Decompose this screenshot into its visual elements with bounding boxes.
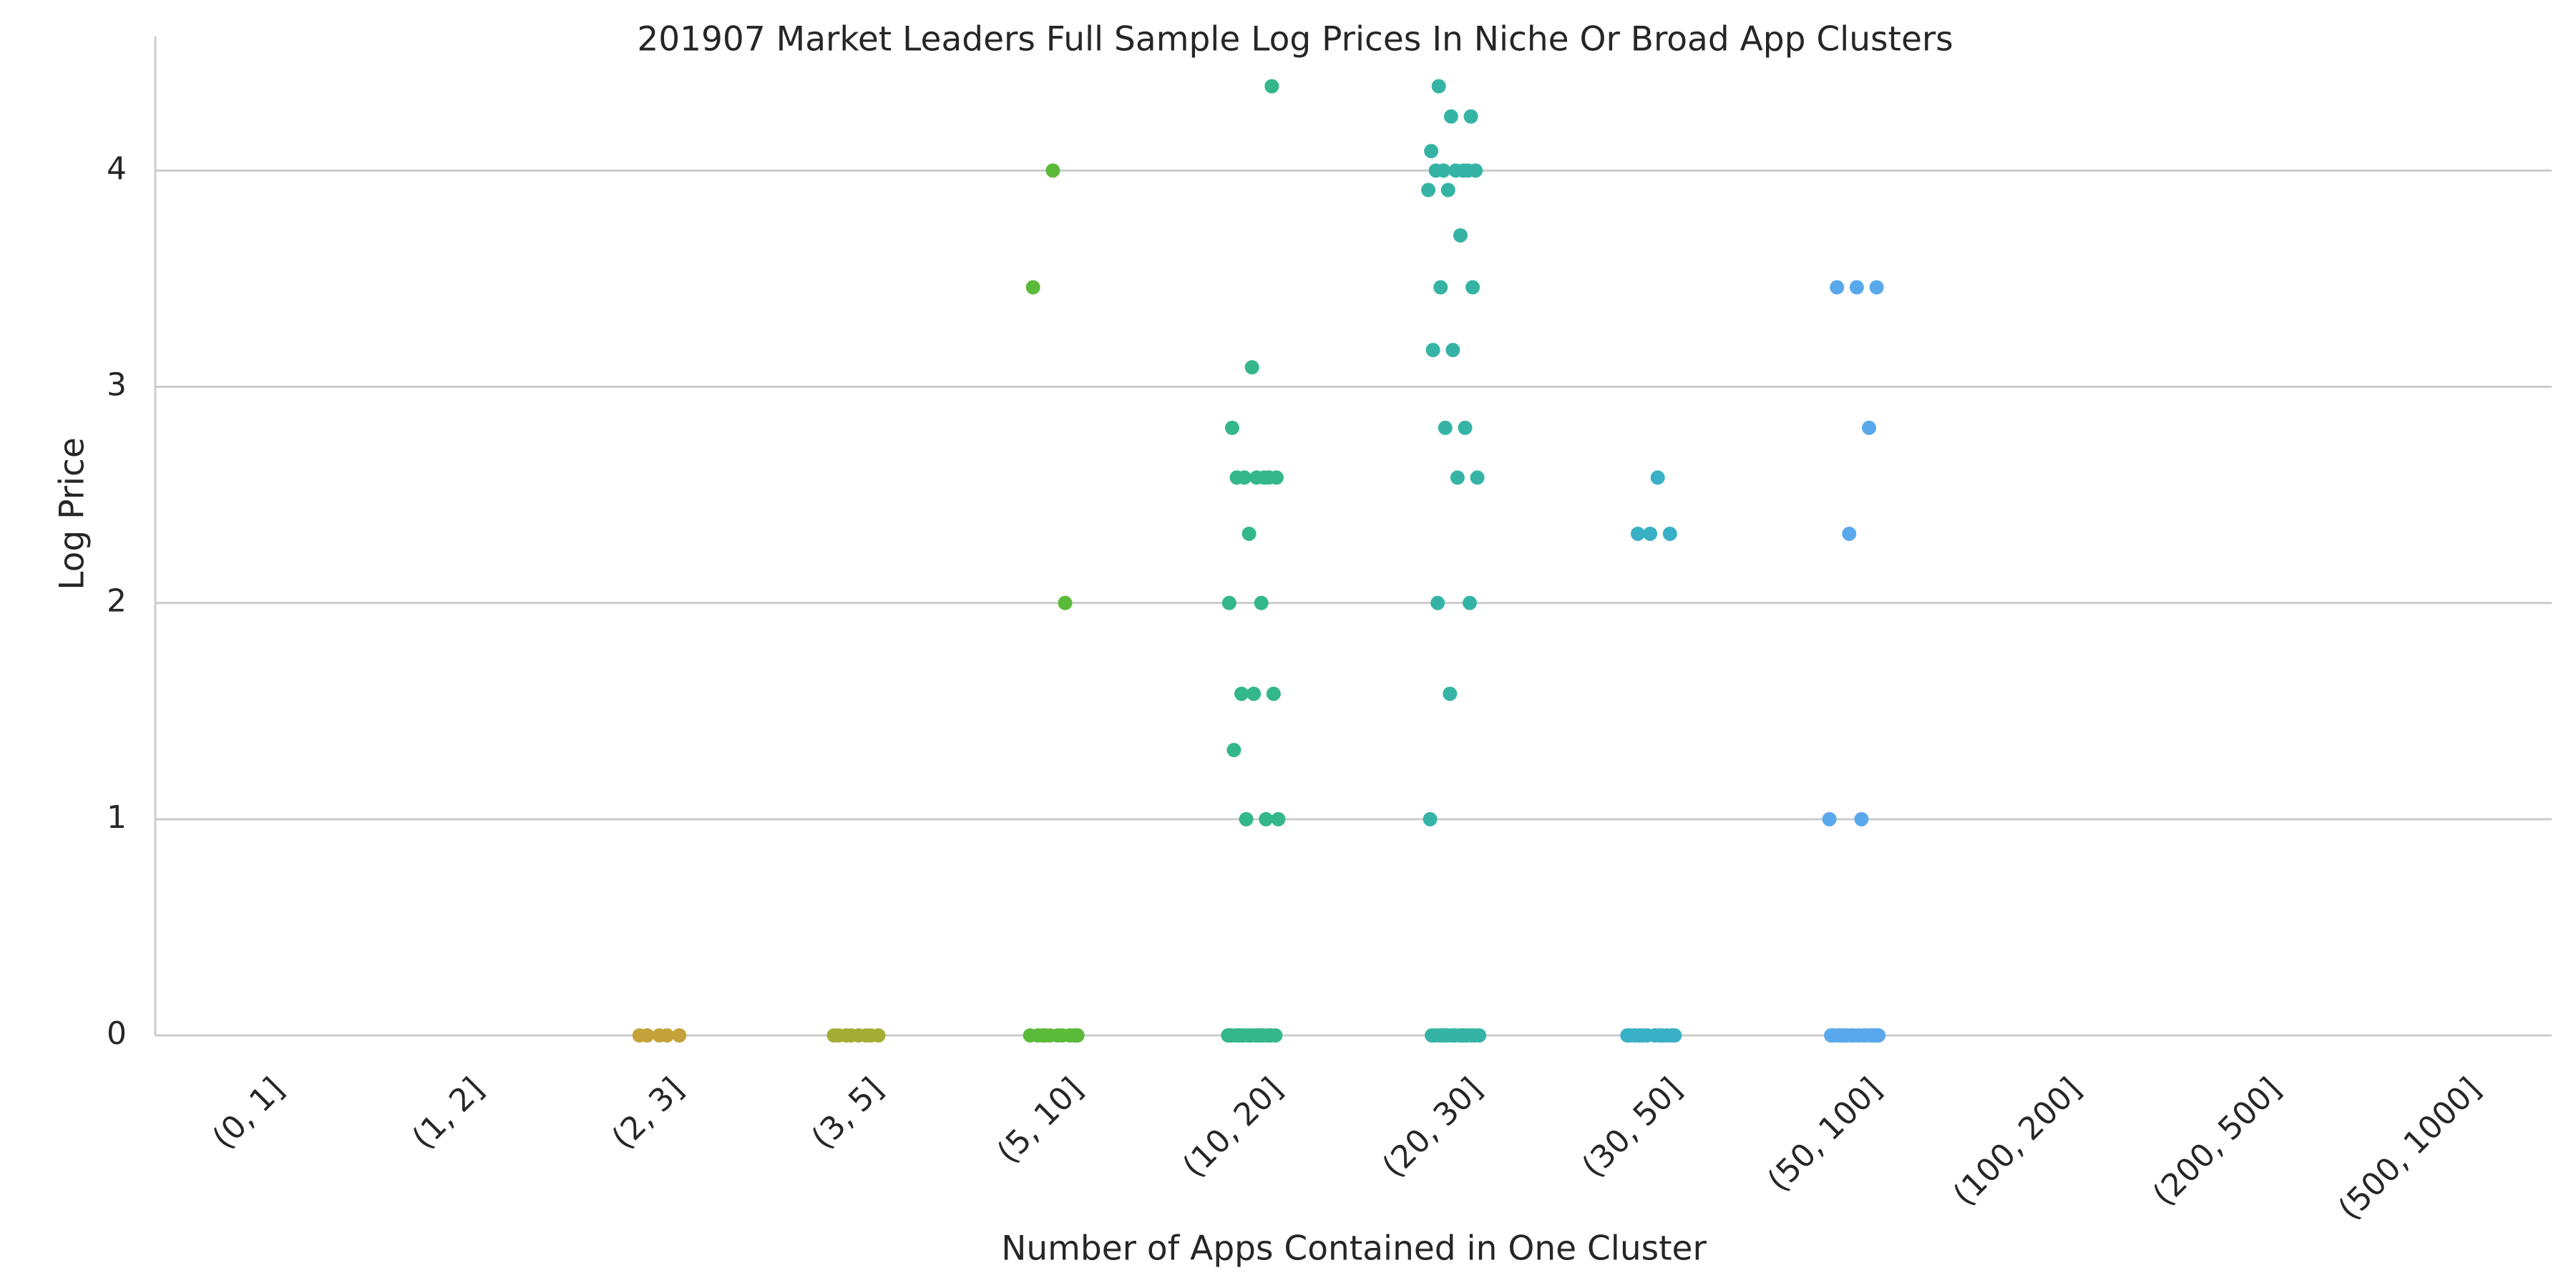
data-point [1456, 1028, 1471, 1043]
data-point [1443, 109, 1458, 124]
data-point [1849, 280, 1864, 295]
data-point [1445, 343, 1460, 358]
data-point [1421, 182, 1436, 197]
data-point [1643, 526, 1658, 541]
data-point [1262, 470, 1277, 485]
data-point [1440, 182, 1455, 197]
data-point [1035, 1028, 1050, 1043]
data-point [1244, 360, 1259, 375]
data-point [1424, 144, 1439, 159]
y-tick-label: 4 [107, 150, 127, 187]
data-point [1438, 420, 1453, 435]
data-point [1023, 1028, 1038, 1043]
data-point [1450, 470, 1465, 485]
data-point [1854, 811, 1869, 826]
data-point [1241, 526, 1257, 541]
data-point [1465, 280, 1480, 295]
data-point [1453, 228, 1468, 243]
data-point [1868, 1028, 1883, 1043]
data-point [1650, 470, 1665, 485]
x-tick-label: (100, 200] [1946, 1070, 2089, 1213]
data-point [1463, 109, 1478, 124]
data-point [863, 1028, 878, 1043]
y-tick-label: 2 [107, 583, 127, 620]
data-point [1448, 163, 1463, 178]
data-point [652, 1028, 667, 1043]
y-tick-label: 0 [107, 1015, 127, 1052]
data-point [1620, 1028, 1635, 1043]
data-point [1271, 811, 1286, 826]
data-point [1226, 743, 1241, 758]
data-point [1463, 595, 1478, 610]
data-point [632, 1028, 647, 1043]
data-point [1428, 163, 1443, 178]
data-point [1437, 1028, 1452, 1043]
data-point [1824, 1028, 1839, 1043]
data-point [1433, 280, 1448, 295]
data-point [1652, 1028, 1667, 1043]
data-point [1425, 1028, 1440, 1043]
data-point [1058, 595, 1073, 610]
y-tick-label: 3 [107, 367, 127, 404]
data-point [1630, 526, 1645, 541]
data-point [1229, 470, 1244, 485]
y-tick-label: 1 [107, 799, 127, 836]
data-point [1662, 526, 1677, 541]
x-tick-label: (5, 10] [990, 1070, 1091, 1171]
y-axis-label: Log Price [53, 437, 92, 590]
data-point [1430, 595, 1445, 610]
data-point [1246, 686, 1262, 701]
data-point [844, 1028, 859, 1043]
data-point [1233, 1028, 1248, 1043]
data-point [1632, 1028, 1647, 1043]
data-point [1443, 686, 1458, 701]
x-tick-label: (200, 500] [2146, 1070, 2288, 1213]
data-point [1460, 163, 1475, 178]
x-tick-label: (1, 2] [405, 1070, 491, 1156]
data-point [1266, 686, 1281, 701]
data-point [1869, 280, 1884, 295]
x-tick-label: (20, 30] [1375, 1070, 1489, 1184]
x-tick-label: (10, 20] [1176, 1070, 1289, 1184]
x-tick-label: (3, 5] [804, 1070, 890, 1156]
data-point [1253, 1028, 1268, 1043]
data-point [1224, 420, 1239, 435]
data-point [1862, 420, 1876, 435]
data-point [1055, 1028, 1070, 1043]
data-point [1431, 79, 1446, 94]
x-tick-label: (30, 50] [1575, 1070, 1689, 1184]
data-point [1842, 526, 1857, 541]
data-point [1425, 343, 1440, 358]
data-point [1830, 280, 1845, 295]
data-point [1239, 811, 1254, 826]
data-point [1025, 280, 1040, 295]
data-point [672, 1028, 687, 1043]
data-point [1264, 79, 1279, 94]
data-point [831, 1028, 847, 1043]
data-point [1221, 595, 1236, 610]
data-point [1822, 811, 1837, 826]
data-point [1470, 470, 1485, 485]
data-point [1664, 1028, 1679, 1043]
x-axis-label: Number of Apps Contained in One Cluster [1001, 1229, 1707, 1269]
data-point [1254, 595, 1269, 610]
data-point [1423, 811, 1438, 826]
data-point [1221, 1028, 1236, 1043]
data-point [1234, 686, 1249, 701]
data-point [1045, 163, 1060, 178]
data-point [1067, 1028, 1082, 1043]
chart-title: 201907 Market Leaders Full Sample Log Pr… [637, 20, 1953, 59]
data-point [1259, 811, 1274, 826]
data-point [1249, 470, 1264, 485]
data-point [1836, 1028, 1851, 1043]
x-tick-label: (2, 3] [605, 1070, 691, 1156]
x-tick-label: (50, 100] [1761, 1070, 1889, 1199]
x-tick-label: (500, 1000] [2331, 1070, 2488, 1227]
data-point [1855, 1028, 1870, 1043]
data-point [1458, 420, 1473, 435]
x-tick-label: (0, 1] [205, 1070, 291, 1156]
